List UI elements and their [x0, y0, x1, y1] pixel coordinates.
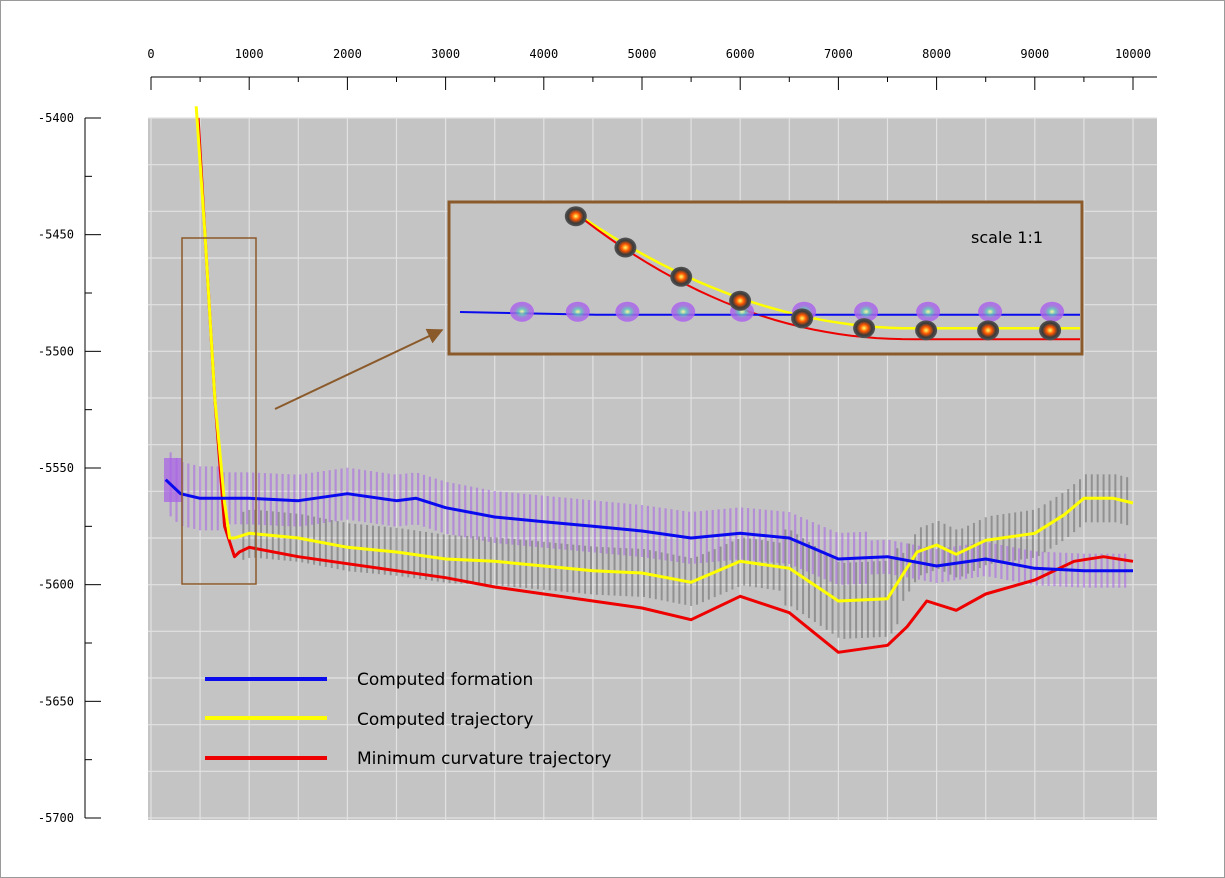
inset-formation-marker: [854, 301, 879, 322]
y-tick-label: -5700: [38, 811, 74, 825]
inset-trajectory-marker: [564, 206, 587, 227]
x-tick-label: 3000: [431, 47, 460, 61]
legend-label-trajectory: Computed trajectory: [357, 710, 533, 730]
zoom-region-box: [181, 237, 257, 585]
inset-panel: scale 1:1: [447, 200, 1084, 356]
x-tick-label: 8000: [922, 47, 951, 61]
inset-formation-marker: [565, 301, 590, 322]
y-tick-label: -5550: [38, 461, 74, 475]
inset-trajectory-marker: [729, 290, 752, 311]
axes: 0 1000 2000 3000 4000 5000 6000 7000 8000 9000 100…: [38, 47, 1157, 825]
y-tick-label: -5500: [38, 344, 74, 358]
inset-trajectory-marker: [670, 266, 693, 287]
inset-trajectory-marker: [915, 320, 938, 341]
y-tick-label: -5400: [38, 111, 74, 125]
series-line-1: [194, 106, 1134, 603]
inset-formation-marker: [916, 301, 941, 322]
x-tick-label: 5000: [628, 47, 657, 61]
x-tick-label: 0: [147, 47, 154, 61]
inset-min-curvature-line: [570, 209, 1080, 341]
inset-formation-marker: [510, 301, 534, 322]
inset-trajectory-marker: [1039, 320, 1062, 341]
inset-trajectory-marker: [977, 320, 1000, 341]
legend-label-min-curvature: Minimum curvature trajectory: [357, 749, 611, 769]
x-tick-label: 10000: [1115, 47, 1151, 61]
y-tick-label: -5600: [38, 578, 74, 592]
x-tick-label: 4000: [529, 47, 558, 61]
inset-formation-marker: [978, 301, 1003, 322]
x-tick-label: 7000: [824, 47, 853, 61]
inset-trajectory-marker: [614, 237, 637, 258]
legend-label-formation: Computed formation: [357, 670, 533, 690]
inset-formation-marker: [671, 301, 696, 322]
inset-trajectory-marker: [791, 308, 814, 329]
x-tick-label: 6000: [726, 47, 755, 61]
y-tick-label: -5450: [38, 228, 74, 242]
inset-formation-marker: [1040, 301, 1065, 322]
inset-formation-marker: [615, 301, 640, 322]
series-lines: [164, 106, 1134, 654]
x-tick-label: 1000: [235, 47, 264, 61]
inset-content: [459, 206, 1080, 341]
x-tick-label: 2000: [333, 47, 362, 61]
y-tick-label: -5650: [38, 694, 74, 708]
legend: Computed formation Computed trajectory M…: [205, 670, 611, 769]
series-line-2: [196, 117, 1134, 654]
inset-trajectory-marker: [853, 318, 876, 339]
series-line-0: [164, 478, 1133, 573]
zoom-arrow: [274, 328, 444, 410]
x-tick-label: 9000: [1020, 47, 1049, 61]
inset-scale-label: scale 1:1: [971, 228, 1043, 247]
